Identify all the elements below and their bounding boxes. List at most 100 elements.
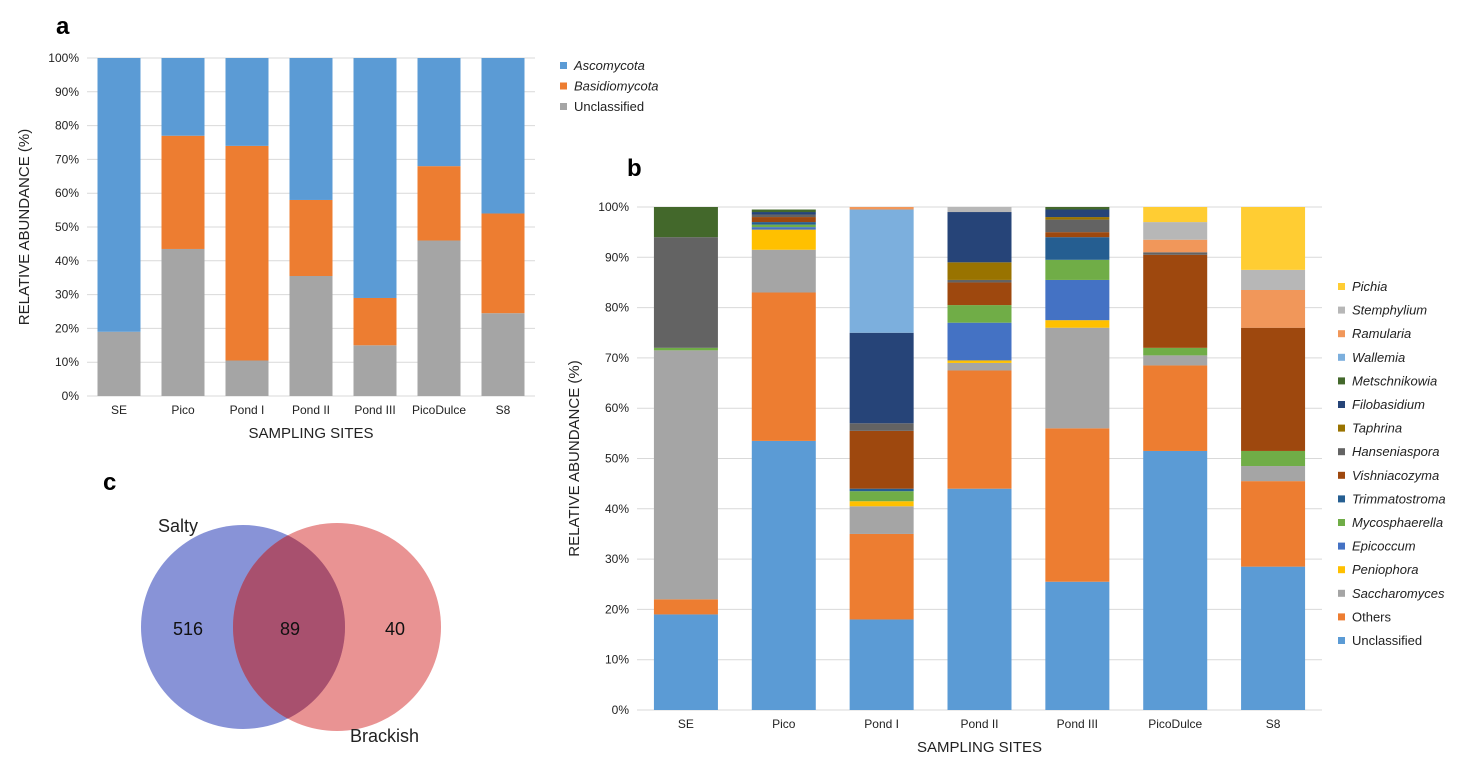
legend-label-ramularia: Ramularia: [1352, 326, 1411, 341]
bar-segment-pond-iii-unclassified: [353, 345, 397, 396]
bar-segment-pond-ii-hanseniaspora: [947, 279, 1012, 283]
x-tick-label: Pico: [772, 717, 796, 731]
legend-swatch-taphrina: [1338, 424, 1345, 432]
bar-segment-picodulce-mycosphaerella: [1143, 347, 1208, 356]
bar-segment-pond-ii-filobasidium: [947, 212, 1012, 263]
x-tick-label: Pond II: [960, 717, 998, 731]
bar-segment-pond-i-vishniacozyma: [849, 430, 914, 489]
y-axis-title: RELATIVE ABUNDANCE (%): [566, 360, 583, 556]
bar-segment-pond-i-ramularia: [849, 207, 914, 210]
bar-segment-pond-ii-saccharomyces: [947, 362, 1012, 371]
x-tick-label: Pond I: [230, 403, 265, 417]
y-tick-label: 10%: [55, 355, 79, 369]
bar-segment-picodulce-vishniacozyma: [1143, 254, 1208, 348]
bar-segment-pond-ii-basidiomycota: [289, 199, 333, 277]
legend-swatch-unclassified: [1338, 637, 1345, 644]
bar-segment-pico-epicoccum: [751, 227, 816, 230]
bar-segment-s8-basidiomycota: [481, 213, 525, 314]
bar-segment-pond-iii-ascomycota: [353, 58, 397, 298]
y-tick-label: 80%: [55, 119, 79, 133]
bar-segment-pico-hanseniaspora: [751, 214, 816, 218]
legend-swatch-wallemia: [1338, 353, 1345, 361]
bar-segment-pond-i-mycosphaerella: [849, 491, 914, 502]
chart-a: 0% 10% 20% 30% 40% 50% 60% 70% 80% 90% 100% SE Pico P…: [16, 51, 659, 442]
bar-segment-pond-ii-vishniacozyma: [947, 282, 1012, 306]
x-tick-label: PicoDulce: [412, 403, 466, 417]
y-tick-label: 0%: [612, 703, 630, 717]
bar-segment-pond-i-basidiomycota: [225, 145, 269, 361]
bar-segment-pico-saccharomyces: [751, 249, 816, 293]
legend-label-others: Others: [1352, 609, 1392, 624]
y-tick-label: 70%: [605, 351, 629, 365]
y-tick-label: 70%: [55, 152, 79, 166]
bar-segment-pond-iii-peniophora: [1045, 320, 1110, 328]
y-axis-title: RELATIVE ABUNDANCE (%): [16, 129, 33, 325]
bar-segment-pond-ii-epicoccum: [947, 322, 1012, 361]
bar-segment-se-saccharomyces: [653, 350, 718, 600]
bar-segment-pico-trimmatostroma: [751, 222, 816, 225]
x-tick-label: Pond III: [1057, 717, 1098, 731]
bar-segment-s8-stemphylium: [1241, 269, 1306, 290]
legend-swatch-epicoccum: [1338, 542, 1345, 550]
bar-segment-pico-unclassified: [161, 248, 205, 396]
bar-segment-pond-iii-others: [1045, 428, 1110, 582]
legend-swatch-ascomycota: [560, 62, 567, 69]
legend-swatch-pichia: [1338, 283, 1345, 290]
x-tick-label: Pico: [171, 403, 195, 417]
bar-segment-pico-peniophora: [751, 229, 816, 250]
bar-segment-pond-ii-unclassified: [289, 276, 333, 396]
bar-segment-picodulce-ascomycota: [417, 58, 461, 167]
bar-segment-s8-ascomycota: [481, 58, 525, 214]
y-tick-label: 80%: [605, 301, 629, 315]
bar-segment-se-unclassified: [97, 331, 141, 396]
legend-swatch-ramularia: [1338, 330, 1345, 338]
bar-segment-picodulce-saccharomyces: [1143, 355, 1208, 366]
bar-segment-pond-iii-hanseniaspora: [1045, 219, 1110, 233]
legend-swatch-trimmatostroma: [1338, 495, 1345, 503]
bar-segment-pico-basidiomycota: [161, 135, 205, 249]
bar-segment-s8-saccharomyces: [1241, 466, 1306, 482]
bar-segment-se-metschnikowia: [653, 207, 718, 238]
legend-label-saccharomyces: Saccharomyces: [1352, 586, 1445, 601]
y-tick-label: 100%: [48, 51, 79, 65]
y-tick-label: 90%: [55, 85, 79, 99]
bar-segment-pond-iii-trimmatostroma: [1045, 237, 1110, 260]
legend-swatch-saccharomyces: [1338, 589, 1345, 597]
bar-segment-pond-ii-others: [947, 370, 1012, 489]
bar-segment-pico-ascomycota: [161, 58, 205, 136]
bar-segment-s8-unclassified: [481, 313, 525, 396]
bar-segment-pond-i-others: [849, 533, 914, 620]
bar-segment-s8-others: [1241, 481, 1306, 567]
bar-segment-pond-i-wallemia: [849, 209, 914, 333]
legend-label-pichia: Pichia: [1352, 279, 1387, 294]
legend-label-wallemia: Wallemia: [1352, 350, 1405, 365]
x-tick-label: SE: [678, 717, 694, 731]
bar-segment-pico-metschnikowia: [751, 209, 816, 213]
y-tick-label: 50%: [55, 220, 79, 234]
bar-segment-pond-ii-ascomycota: [289, 58, 333, 200]
legend-swatch-filobasidium: [1338, 401, 1345, 408]
bar-segment-pond-iii-metschnikowia: [1045, 207, 1110, 210]
y-tick-label: 10%: [605, 653, 629, 667]
venn-shared-count: 89: [280, 619, 300, 639]
bar-segment-picodulce-basidiomycota: [417, 166, 461, 241]
x-tick-label: SE: [111, 403, 127, 417]
legend-label-vishniacozyma: Vishniacozyma: [1352, 468, 1439, 483]
bar-segment-pond-ii-taphrina: [947, 262, 1012, 280]
venn-overlap-region: [233, 525, 345, 729]
y-tick-label: 40%: [605, 502, 629, 516]
chart-b: 0% 10% 20% 30% 40% 50% 60% 70% 80% 90% 100% SE Pico P…: [566, 200, 1446, 756]
bar-segment-se-unclassified: [653, 614, 718, 710]
legend-label-basidiomycota: Basidiomycota: [574, 79, 659, 94]
legend-label-hanseniaspora: Hanseniaspora: [1352, 444, 1439, 459]
legend-swatch-peniophora: [1338, 566, 1345, 574]
legend-label-taphrina: Taphrina: [1352, 421, 1402, 436]
legend-swatch-others: [1338, 613, 1345, 621]
legend-swatch-unclassified: [560, 103, 567, 110]
y-tick-label: 0%: [62, 389, 80, 403]
bar-segment-pond-iii-saccharomyces: [1045, 327, 1110, 429]
x-tick-label: S8: [1266, 717, 1281, 731]
bar-segment-s8-pichia: [1241, 207, 1306, 270]
bar-segment-pico-mycosphaerella: [751, 224, 816, 228]
